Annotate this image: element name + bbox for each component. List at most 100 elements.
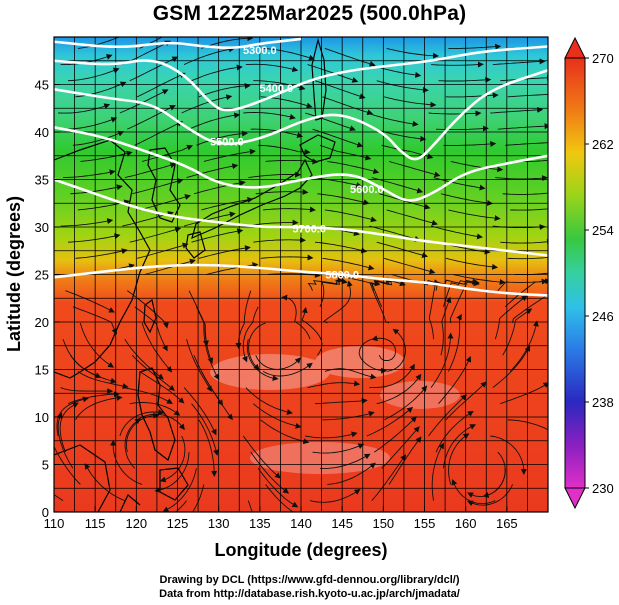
streamline — [305, 431, 358, 439]
streamline — [126, 412, 160, 453]
streamline — [183, 211, 236, 227]
streamline — [314, 80, 366, 100]
contour-label: 5700.0 — [292, 224, 326, 236]
streamline — [376, 241, 429, 258]
streamline — [440, 193, 494, 206]
streamline — [448, 433, 470, 485]
x-tick-label: 125 — [167, 516, 189, 531]
streamline — [322, 257, 375, 271]
streamline — [247, 500, 253, 512]
streamline — [124, 162, 177, 179]
streamline — [448, 43, 502, 50]
streamline — [127, 290, 169, 329]
streamline — [77, 371, 129, 390]
y-tick-label: 35 — [35, 173, 49, 188]
streamline — [72, 130, 125, 146]
streamline — [129, 402, 181, 416]
y-tick-label: 20 — [35, 315, 49, 330]
streamline — [248, 171, 302, 179]
y-tick-label: 30 — [35, 220, 49, 235]
streamline — [67, 233, 121, 243]
x-tick-label: 155 — [414, 516, 436, 531]
contour-line — [54, 263, 548, 297]
streamline — [482, 451, 506, 499]
streamline — [324, 209, 377, 223]
streamline — [384, 257, 436, 275]
streamline — [371, 454, 407, 501]
colorbar-tick-label: 262 — [592, 137, 614, 152]
streamline — [245, 63, 299, 73]
y-tick-label: 40 — [35, 125, 49, 140]
streamline — [263, 206, 316, 213]
streamline — [63, 169, 116, 179]
streamline — [388, 436, 422, 485]
streamline — [141, 144, 194, 162]
streamline — [428, 394, 467, 437]
y-tick-label: 25 — [35, 268, 49, 283]
streamline — [327, 161, 380, 175]
streamline — [430, 225, 483, 240]
streamline — [242, 435, 281, 479]
streamline — [136, 413, 185, 431]
streamline — [257, 468, 299, 508]
streamline — [174, 500, 187, 512]
streamline — [319, 144, 372, 161]
streamline — [312, 443, 365, 454]
streamline — [366, 406, 414, 437]
streamline — [445, 92, 499, 99]
streamline — [255, 189, 309, 195]
streamline — [492, 58, 546, 65]
streamline — [265, 158, 319, 165]
streamline — [438, 355, 472, 404]
streamline — [314, 241, 368, 254]
streamline — [198, 419, 218, 477]
streamline — [447, 313, 462, 372]
streamline — [144, 258, 196, 275]
streamline — [56, 396, 89, 437]
streamline — [310, 177, 363, 189]
streamline — [507, 419, 548, 431]
streamline — [206, 262, 259, 275]
streamline — [250, 451, 290, 494]
streamline — [70, 184, 123, 195]
streamline — [500, 382, 548, 405]
streamline — [507, 256, 548, 260]
streamline — [141, 322, 173, 373]
streamline — [127, 105, 176, 130]
streamline — [253, 237, 306, 244]
contour-line — [54, 69, 548, 161]
streamline — [67, 67, 120, 82]
streamline — [369, 225, 421, 242]
streamline — [263, 47, 315, 61]
streamline — [319, 453, 371, 469]
streamline — [75, 81, 127, 98]
streamline — [124, 338, 164, 380]
x-tick-label: 120 — [125, 516, 147, 531]
streamline — [75, 394, 123, 421]
streamline — [453, 274, 506, 285]
contour-label: 5600.0 — [350, 184, 384, 196]
streamline — [369, 363, 415, 389]
streamline — [497, 123, 548, 130]
streamline — [139, 371, 185, 404]
streamline — [322, 96, 374, 116]
x-tick-label: 150 — [372, 516, 394, 531]
streamline — [314, 397, 368, 405]
streamline — [443, 280, 480, 307]
streamline — [188, 112, 241, 130]
colorbar: 230 238 246 254 262 270 — [564, 36, 614, 510]
streamline — [386, 209, 438, 226]
colorbar-min-arrow — [564, 487, 586, 510]
streamline — [262, 362, 313, 377]
streamline — [188, 290, 209, 347]
streamline — [323, 280, 353, 324]
streamline — [500, 238, 548, 245]
streamline — [317, 193, 370, 206]
streamline — [59, 402, 79, 453]
streamline — [60, 387, 114, 395]
streamline — [431, 61, 484, 68]
streamline — [201, 196, 254, 211]
streamline — [58, 103, 111, 114]
footer-credit-drawing: Drawing by DCL (https://www.gfd-dennou.o… — [159, 574, 460, 586]
streamline — [196, 130, 249, 146]
